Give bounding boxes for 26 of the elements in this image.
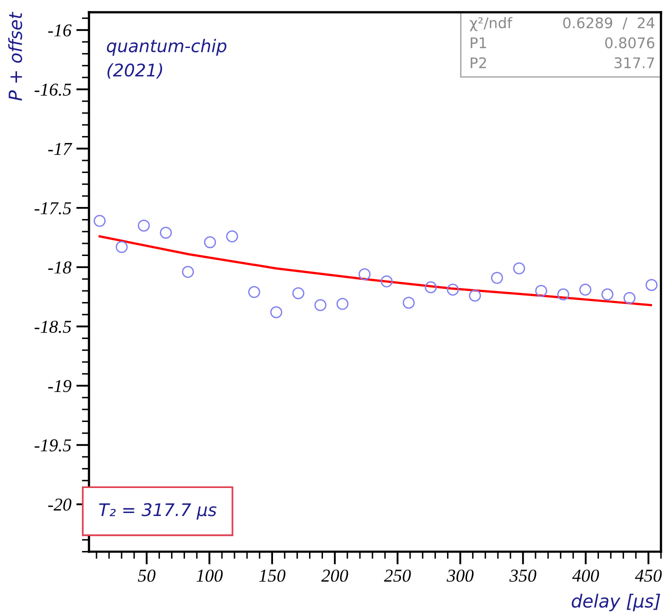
x-axis-title: delay [µs]: [572, 594, 660, 612]
x-tick-label: 100: [196, 570, 223, 582]
x-tick-label: 250: [384, 570, 411, 582]
x-tick-label: 200: [321, 570, 348, 582]
text: P2 317.7: [470, 57, 654, 68]
y-tick-label: -18.5: [34, 320, 72, 333]
y-axis-title: P + offset: [8, 12, 22, 101]
x-tick-label: 300: [446, 570, 474, 582]
annotation: quantum-chip: [106, 38, 226, 56]
x-tick-label: 400: [572, 570, 600, 582]
x-tick-label: 150: [259, 570, 286, 582]
text: χ²/ndf 0.6289 / 24: [470, 17, 654, 32]
x-tick-label: 350: [509, 570, 536, 582]
y-tick-label: -19: [48, 380, 72, 392]
y-tick-label: -18: [48, 261, 72, 274]
x-tick-label: 50: [138, 570, 156, 582]
y-tick-label: -19.5: [34, 439, 72, 452]
annotation: (2021): [107, 63, 162, 79]
y-tick-label: -20: [48, 498, 72, 511]
x-tick-label: 450: [634, 570, 662, 582]
y-tick-label: -16.5: [34, 84, 72, 96]
annotation: T₂ = 317.7 µs: [99, 503, 216, 520]
y-tick-label: -16: [48, 24, 72, 36]
text: P1 0.8076: [470, 37, 654, 48]
y-tick-label: -17.5: [34, 202, 72, 214]
y-tick-label: -17: [48, 142, 72, 155]
